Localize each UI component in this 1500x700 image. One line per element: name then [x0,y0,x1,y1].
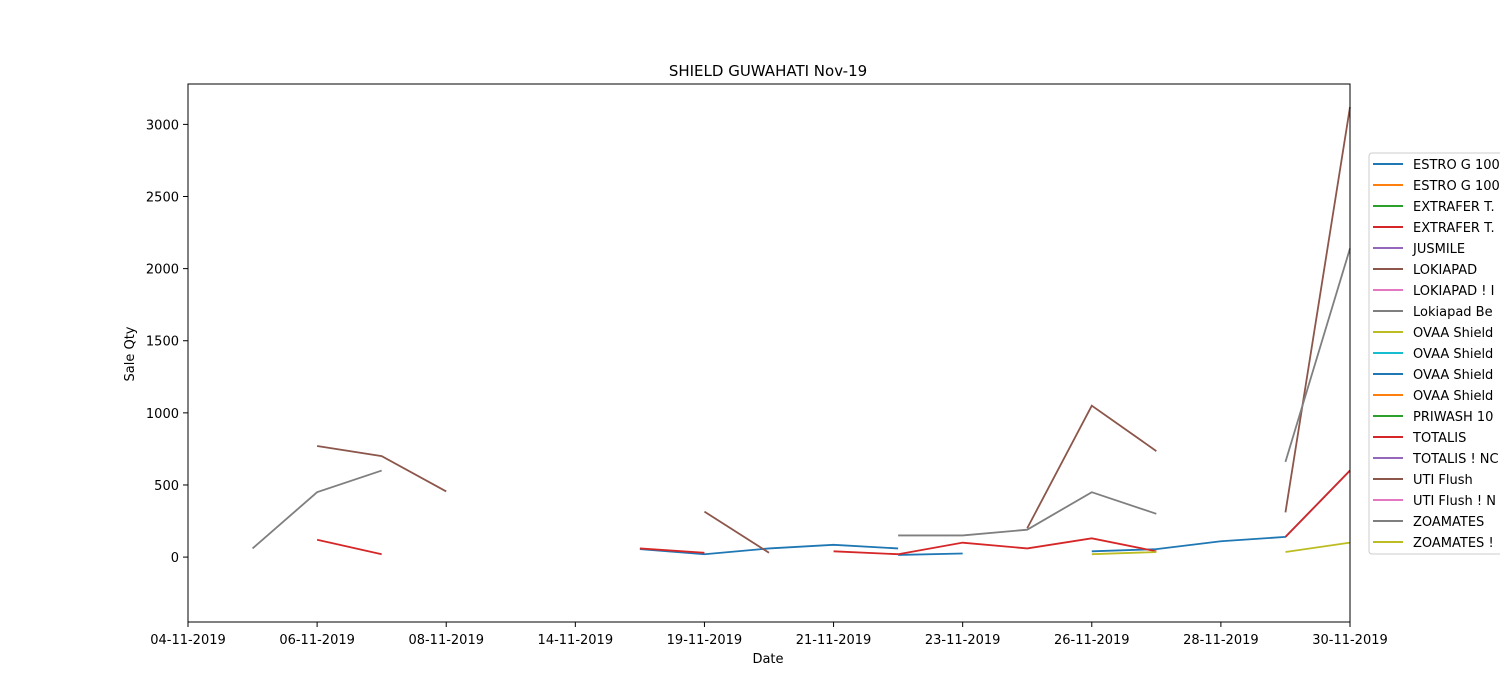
legend-label: OVAA Shield [1413,368,1493,383]
series-line [1091,551,1157,556]
legend-label: UTI Flush ! N [1413,494,1496,509]
x-tick-label: 08-11-2019 [408,633,484,648]
y-tick-label: 1500 [146,335,179,350]
x-tick-label: 04-11-2019 [150,633,226,648]
series-line [897,537,1157,556]
legend-label: TOTALIS [1412,431,1466,446]
series-line [898,491,1157,537]
legend-label: ZOAMATES [1413,515,1484,530]
x-tick-label: 28-11-2019 [1183,633,1259,648]
x-tick-label: 30-11-2019 [1312,633,1388,648]
y-tick-label: 2500 [146,191,179,206]
legend-label: TOTALIS ! NC [1412,452,1499,467]
legend-label: PRIWASH 10 [1413,410,1493,425]
plot-area [187,83,1351,623]
series-line [833,550,899,556]
y-tick-label: 0 [171,551,179,566]
legend-label: LOKIAPAD ! I [1413,284,1495,299]
series-line [1284,248,1351,463]
legend-label: ESTRO G 100 [1413,179,1500,194]
legend-label: JUSMILE [1412,242,1465,257]
y-tick-label: 2000 [146,263,179,278]
series-line [1284,469,1351,538]
series-line [1026,404,1157,529]
series-line [898,552,963,556]
x-axis-label: Date [752,652,783,667]
legend: ESTRO G 100 ESTRO G 100 EXTRAFER T. EXTRAFE… [1368,152,1500,555]
x-tick-label: 19-11-2019 [667,633,743,648]
x-tick-label: 26-11-2019 [1054,633,1130,648]
legend-label: OVAA Shield [1413,389,1493,404]
y-tick-label: 1000 [146,407,179,422]
y-axis-ticks: 0 500 1000 1500 2000 2500 3000 [146,118,188,566]
legend-label: LOKIAPAD [1413,263,1477,278]
x-tick-label: 23-11-2019 [925,633,1001,648]
y-axis-label: Sale Qty [123,326,138,381]
x-tick-label: 14-11-2019 [538,633,614,648]
y-tick-label: 3000 [146,118,179,133]
series-line [251,469,382,550]
series-layer [251,106,1351,556]
legend-label: EXTRAFER T. [1413,200,1495,215]
series-line [316,445,447,493]
series-line [639,543,899,556]
chart-title: SHIELD GUWAHATI Nov-19 [669,62,867,80]
series-line [316,538,382,556]
y-tick-label: 500 [154,479,179,494]
legend-label: ESTRO G 100 [1413,158,1500,173]
series-line [1284,106,1351,513]
series-line [703,510,770,554]
legend-label: EXTRAFER T. [1413,221,1495,236]
series-line [1285,541,1351,553]
legend-label: OVAA Shield [1413,326,1493,341]
legend-label: OVAA Shield [1413,347,1493,362]
x-tick-label: 21-11-2019 [796,633,872,648]
x-tick-label: 06-11-2019 [279,633,355,648]
legend-label: UTI Flush [1413,473,1473,488]
legend-label: ZOAMATES ! [1413,536,1494,551]
legend-box [1368,152,1500,555]
legend-label: Lokiapad Be [1413,305,1493,320]
series-line [639,547,705,554]
x-axis-ticks: 04-11-2019 06-11-2019 08-11-2019 14-11-2019… [150,622,1388,648]
